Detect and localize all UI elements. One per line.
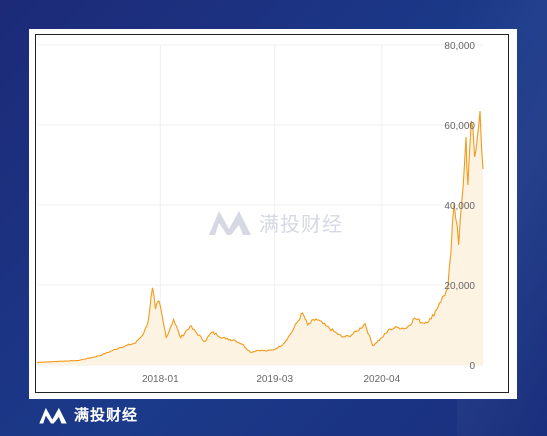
x-tick-label: 2018-01 [142, 374, 179, 385]
brand-footer: 满投财经 [38, 404, 138, 425]
y-tick-label: 20,000 [444, 281, 475, 292]
x-tick-label: 2020-04 [363, 374, 400, 385]
y-tick-labels: 80,000 60,000 40,000 20,000 0 [444, 41, 475, 372]
brand-logo-icon [39, 407, 67, 423]
series-line [36, 110, 484, 363]
gridlines [37, 44, 483, 366]
brand-name: 满投财经 [74, 407, 139, 424]
chart-frame [35, 34, 509, 393]
chart-card: 80,000 60,000 40,000 20,000 0 2018-01 2019-03… [29, 29, 517, 399]
y-tick-label: 0 [469, 361, 475, 372]
price-line-chart: 80,000 60,000 40,000 20,000 0 2018-01 2019-03… [36, 41, 484, 385]
watermark-logo-icon [209, 211, 251, 235]
y-tick-label: 40,000 [444, 201, 475, 212]
watermark: 满投财经 [207, 207, 343, 237]
series-area-fill [37, 111, 483, 365]
y-tick-label: 60,000 [444, 121, 475, 132]
x-tick-label: 2019-03 [256, 374, 293, 385]
watermark-text: 满投财经 [259, 213, 343, 236]
x-tick-labels: 2018-01 2019-03 2020-04 [142, 374, 401, 385]
y-tick-label: 80,000 [444, 41, 475, 52]
